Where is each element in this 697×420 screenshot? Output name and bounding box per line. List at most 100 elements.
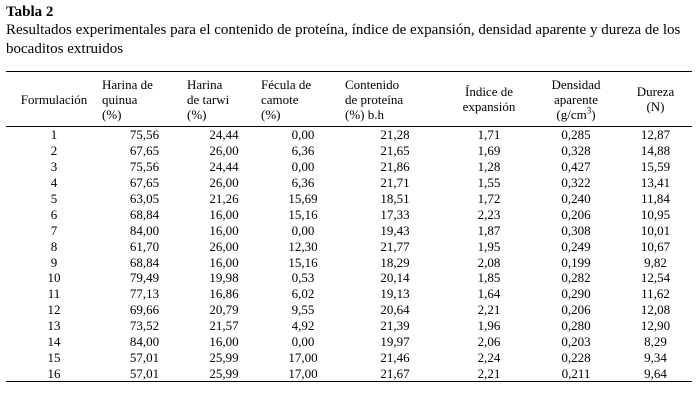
cell-contenido-proteina: 21,28 (380, 127, 410, 143)
cell-indice-expansion: 1,69 (477, 143, 501, 159)
header-line: Harina de (102, 76, 153, 92)
cell-indice-expansion: 2,23 (477, 206, 501, 222)
cell-dureza: 9,34 (644, 349, 667, 365)
cell-harina-tarwi: 16,00 (209, 222, 239, 238)
cell-dureza: 12,90 (640, 318, 671, 334)
cell-harina-tarwi: 26,00 (209, 143, 239, 159)
cell-fecula-camote: 15,69 (288, 191, 318, 206)
cell-harina-tarwi: 24,44 (209, 159, 239, 175)
cell-densidad-aparente: 0,249 (561, 238, 591, 254)
cell-contenido-proteina: 21,65 (380, 143, 410, 159)
table-row: 15 57,01 25,99 17,00 21,46 2,24 0,228 9,34 (6, 349, 692, 365)
header-line: Densidad (551, 76, 601, 92)
cell-formulacion: 6 (50, 206, 58, 222)
cell-harina-quinua: 84,00 (129, 222, 160, 238)
cell-harina-quinua: 79,49 (129, 270, 160, 286)
cell-harina-tarwi: 25,99 (187, 365, 261, 383)
cell-dureza: 12,87 (640, 127, 671, 143)
cell-densidad-aparente: 0,206 (561, 206, 591, 222)
table-row: 2 67,65 26,00 6,36 21,65 1,69 0,328 14,88 (6, 143, 692, 159)
cell-densidad-aparente: 0,308 (561, 222, 591, 238)
header-line: (g/cm3) (533, 105, 619, 122)
cell-harina-quinua: 57,01 (129, 349, 160, 365)
cell-harina-quinua: 67,65 (129, 175, 160, 191)
header-line: Fécula de (261, 76, 312, 92)
header-line: (%) (102, 106, 122, 122)
header-line: de tarwi (187, 91, 230, 107)
cell-harina-quinua: 68,84 (129, 254, 160, 270)
table-row: 3 75,56 24,44 0,00 21,86 1,28 0,427 15,59 (6, 159, 692, 175)
cell-formulacion: 2 (50, 143, 58, 159)
cell-harina-quinua: 61,70 (129, 238, 160, 254)
cell-indice-expansion: 1,71 (477, 127, 501, 143)
cell-densidad-aparente: 0,240 (561, 191, 591, 206)
header-dureza: Dureza (N) (619, 71, 692, 127)
cell-densidad-aparente: 0,203 (561, 334, 591, 350)
cell-formulacion: 11 (47, 286, 61, 302)
table-caption: Resultados experimentales para el conten… (6, 22, 681, 57)
cell-densidad-aparente: 0,211 (533, 365, 619, 383)
cell-fecula-camote: 6,36 (291, 143, 315, 159)
cell-fecula-camote: 12,30 (288, 238, 318, 254)
header-unit-close: ) (591, 106, 596, 122)
cell-dureza: 11,84 (641, 191, 670, 206)
cell-formulacion: 16 (6, 365, 102, 383)
cell-densidad-aparente: 0,290 (561, 286, 591, 302)
cell-indice-expansion: 2,21 (477, 302, 501, 318)
header-line: (N) (646, 99, 665, 114)
table-row: 4 67,65 26,00 6,36 21,71 1,55 0,322 13,41 (6, 175, 692, 191)
cell-harina-quinua: 68,84 (129, 206, 160, 222)
cell-densidad-aparente: 0,282 (561, 270, 591, 286)
cell-dureza: 12,08 (640, 302, 671, 318)
table-body: 1 75,56 24,44 0,00 21,28 1,71 0,285 12,87 2 67,65… (6, 127, 692, 383)
cell-harina-quinua: 77,13 (129, 286, 160, 302)
cell-dureza: 9,64 (619, 365, 692, 383)
cell-fecula-camote: 6,02 (291, 286, 315, 302)
cell-formulacion: 3 (50, 159, 58, 175)
results-table: Formulación Harina de quinua (%) Harina … (6, 71, 692, 383)
cell-formulacion: 8 (50, 238, 58, 254)
cell-contenido-proteina: 19,97 (380, 334, 410, 350)
cell-harina-tarwi: 26,00 (209, 175, 239, 191)
header-unit: (g/cm (556, 106, 587, 122)
cell-harina-tarwi: 16,00 (209, 206, 239, 222)
cell-indice-expansion: 1,72 (477, 191, 501, 206)
cell-fecula-camote: 17,00 (288, 349, 318, 365)
cell-contenido-proteina: 18,29 (380, 254, 410, 270)
cell-fecula-camote: 4,92 (291, 318, 315, 334)
table-row: 16 57,01 25,99 17,00 21,67 2,21 0,211 9,64 (6, 365, 692, 383)
header-line: quinua (102, 91, 138, 107)
table-row: 5 63,05 21,26 15,69 18,51 1,72 0,240 11,84 (6, 191, 692, 207)
cell-harina-tarwi: 24,44 (209, 127, 239, 143)
cell-formulacion: 7 (50, 222, 58, 238)
cell-contenido-proteina: 20,64 (380, 302, 410, 318)
header-densidad-aparente: Densidad aparente (g/cm3) (533, 71, 619, 127)
header-unit-exponent: 3 (586, 105, 592, 116)
cell-contenido-proteina: 19,13 (380, 286, 410, 302)
header-line: de proteína (345, 91, 404, 107)
cell-densidad-aparente: 0,328 (561, 143, 591, 159)
cell-contenido-proteina: 21,71 (380, 175, 410, 191)
header-harina-quinua: Harina de quinua (%) (102, 71, 187, 127)
table-row: 10 79,49 19,98 0,53 20,14 1,85 0,282 12,54 (6, 270, 692, 286)
header-line: (%) b.h (345, 106, 384, 122)
header-line: camote (261, 91, 299, 107)
cell-dureza: 12,54 (640, 270, 671, 286)
header-harina-tarwi: Harina de tarwi (%) (187, 71, 261, 127)
table-row: 9 68,84 16,00 15,16 18,29 2,08 0,199 9,82 (6, 254, 692, 270)
cell-harina-quinua: 75,56 (129, 159, 160, 175)
cell-harina-tarwi: 16,86 (209, 286, 239, 302)
cell-harina-quinua: 73,52 (129, 318, 160, 334)
cell-harina-tarwi: 16,00 (209, 254, 239, 270)
cell-fecula-camote: 0,00 (291, 127, 315, 143)
cell-dureza: 11,62 (641, 286, 670, 302)
cell-harina-tarwi: 21,26 (209, 191, 239, 206)
header-line: Dureza (636, 84, 675, 99)
cell-indice-expansion: 2,08 (477, 254, 501, 270)
cell-harina-tarwi: 25,99 (209, 349, 239, 365)
cell-dureza: 14,88 (640, 143, 671, 159)
cell-fecula-camote: 15,16 (288, 254, 318, 270)
cell-contenido-proteina: 21,46 (380, 349, 410, 365)
header-fecula-camote: Fécula de camote (%) (261, 71, 345, 127)
